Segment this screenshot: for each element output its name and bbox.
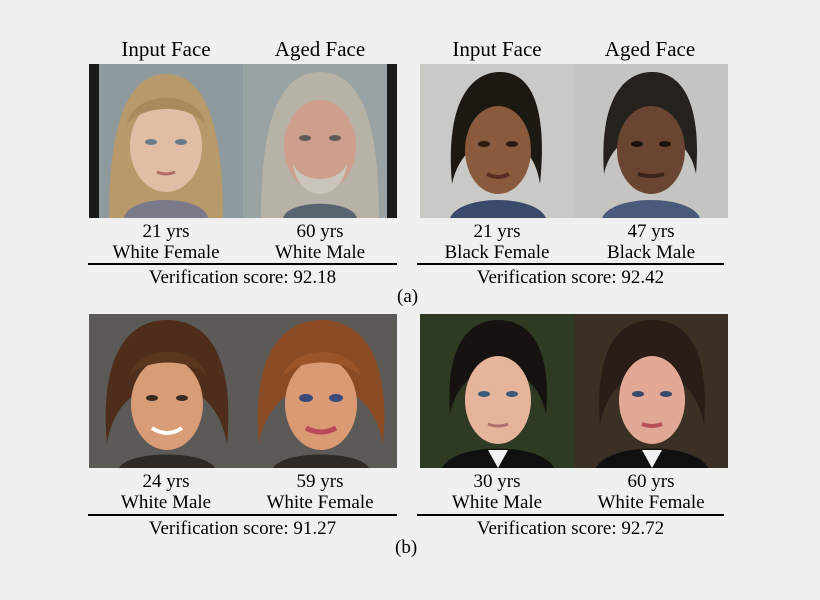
verification-score-a2: Verification score: 92.42 bbox=[476, 267, 665, 288]
caption-a1-aged: 60 yrs White Male bbox=[243, 221, 397, 263]
demographic-label: Black Male bbox=[606, 242, 696, 263]
caption-b1-aged: 59 yrs White Female bbox=[243, 471, 397, 513]
demographic-label: White Female bbox=[112, 242, 220, 263]
subfigure-label-a: (a) bbox=[397, 286, 419, 307]
demographic-label: White Female bbox=[597, 492, 705, 513]
demographic-label: White Male bbox=[120, 492, 212, 513]
demographic-label: White Female bbox=[266, 492, 374, 513]
divider-line bbox=[88, 263, 397, 265]
face-photo-b1-input bbox=[89, 314, 243, 468]
age-label: 24 yrs bbox=[142, 471, 190, 492]
divider-line bbox=[88, 514, 397, 516]
age-label: 21 yrs bbox=[142, 221, 190, 242]
header-aged-2: Aged Face bbox=[604, 37, 696, 61]
verification-score-a1: Verification score: 92.18 bbox=[148, 267, 337, 288]
face-photo-b1-aged bbox=[243, 314, 397, 468]
face-photo-a2-aged bbox=[574, 64, 728, 218]
divider-line bbox=[417, 263, 724, 265]
age-label: 60 yrs bbox=[296, 221, 344, 242]
caption-a2-input: 21 yrs Black Female bbox=[420, 221, 574, 263]
face-photo-a1-input bbox=[89, 64, 243, 218]
face-photo-a2-input bbox=[420, 64, 574, 218]
divider-line bbox=[417, 514, 724, 516]
age-label: 60 yrs bbox=[627, 471, 675, 492]
face-photo-b2-aged bbox=[574, 314, 728, 468]
demographic-label: White Male bbox=[451, 492, 543, 513]
header-input-2: Input Face bbox=[452, 37, 542, 61]
verification-score-b2: Verification score: 92.72 bbox=[476, 518, 665, 539]
caption-b2-input: 30 yrs White Male bbox=[420, 471, 574, 513]
age-label: 59 yrs bbox=[296, 471, 344, 492]
demographic-label: White Male bbox=[274, 242, 366, 263]
subfigure-label-b: (b) bbox=[395, 537, 418, 558]
face-photo-a1-aged bbox=[243, 64, 397, 218]
age-label: 47 yrs bbox=[627, 221, 675, 242]
caption-a1-input: 21 yrs White Female bbox=[89, 221, 243, 263]
demographic-label: Black Female bbox=[444, 242, 550, 263]
header-input-1: Input Face bbox=[121, 37, 211, 61]
age-label: 21 yrs bbox=[473, 221, 521, 242]
caption-b2-aged: 60 yrs White Female bbox=[574, 471, 728, 513]
age-label: 30 yrs bbox=[473, 471, 521, 492]
caption-a2-aged: 47 yrs Black Male bbox=[574, 221, 728, 263]
caption-b1-input: 24 yrs White Male bbox=[89, 471, 243, 513]
verification-score-b1: Verification score: 91.27 bbox=[148, 518, 337, 539]
header-aged-1: Aged Face bbox=[274, 37, 366, 61]
face-photo-b2-input bbox=[420, 314, 574, 468]
